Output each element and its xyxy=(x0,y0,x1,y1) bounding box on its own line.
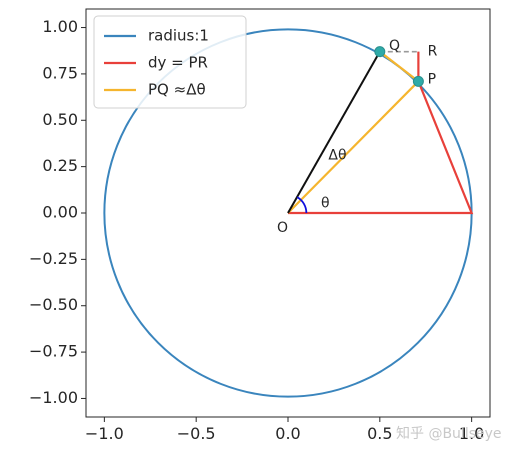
y-tick-label: −0.50 xyxy=(29,295,78,314)
x-tick-label: −0.5 xyxy=(177,424,216,443)
annotation-label: Δθ xyxy=(328,148,346,164)
legend-box xyxy=(93,15,247,109)
y-tick-label: 0.25 xyxy=(42,156,78,175)
watermark: 知乎 @Bullseye xyxy=(396,425,502,442)
series-line-pq-dtheta xyxy=(287,50,421,214)
y-tick-label: −0.75 xyxy=(29,342,78,361)
legend-label: PQ ≈Δθ xyxy=(148,81,206,99)
series-line-dy-pr xyxy=(288,51,474,215)
point-q-marker xyxy=(374,46,386,58)
x-tick-label: 1.0 xyxy=(459,424,484,443)
y-tick-label: −1.00 xyxy=(29,388,78,407)
axes: −1.0 −0.5 0.0 0.5 1.0 1.00 0.75 0.50 0.25 0.00 −0.… xyxy=(29,8,491,443)
y-tick-label: 0.00 xyxy=(42,203,78,222)
x-tick-label: −1.0 xyxy=(85,424,124,443)
annotation-label: R xyxy=(428,44,438,60)
y-tick-label: 0.75 xyxy=(42,63,78,82)
annotation-label: O xyxy=(277,220,288,236)
point-p-marker xyxy=(412,75,424,87)
plot-area: Q RP Δθ θ O xyxy=(103,28,474,398)
x-tick-label: 0.0 xyxy=(275,424,300,443)
legend-label: radius:1 xyxy=(148,27,209,45)
annotation-label: θ xyxy=(321,196,330,212)
annotation-label: Q xyxy=(389,38,400,54)
y-tick-label: −0.25 xyxy=(29,249,78,268)
y-tick-label: 0.50 xyxy=(42,110,78,129)
radius-line-oq xyxy=(287,51,381,214)
annotation-label: P xyxy=(428,71,436,87)
y-tick-label: 1.00 xyxy=(42,17,78,36)
angle-arc xyxy=(296,196,308,214)
x-tick-label: 0.5 xyxy=(367,424,392,443)
legend: radius:1 dy = PR PQ ≈Δθ xyxy=(93,15,247,109)
legend-label: dy = PR xyxy=(148,54,208,72)
